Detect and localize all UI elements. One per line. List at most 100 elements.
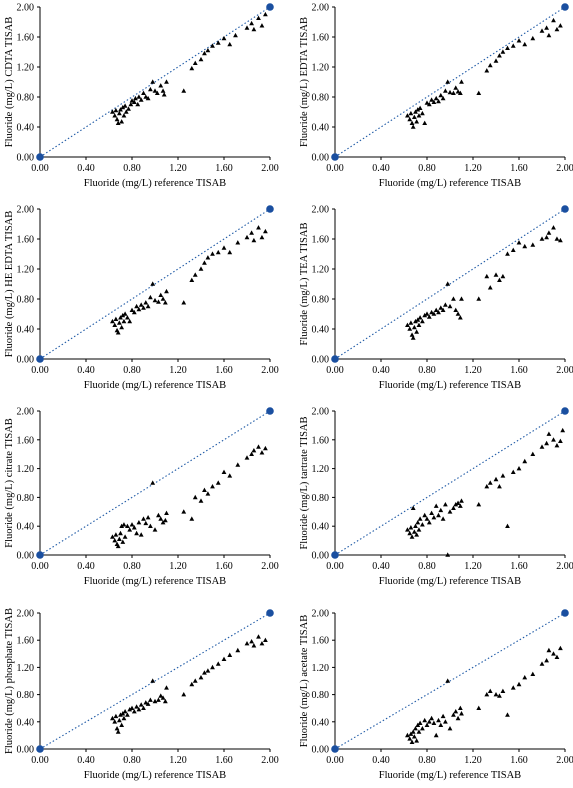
identity-line (39, 410, 271, 556)
y-tick-label: 0.00 (17, 745, 35, 756)
data-point (235, 462, 241, 467)
data-point (413, 726, 418, 731)
data-point (409, 332, 415, 337)
data-point (244, 641, 250, 646)
data-point (510, 43, 516, 48)
data-point (554, 26, 560, 32)
data-point (422, 512, 428, 518)
data-point (119, 722, 125, 727)
data-point (141, 705, 146, 710)
y-tick-label: 0.40 (312, 325, 330, 336)
data-point (119, 523, 125, 528)
x-tick-label: 0.00 (31, 755, 49, 766)
x-tick-label: 1.60 (510, 163, 528, 174)
data-point (426, 520, 432, 525)
data-point (551, 651, 556, 656)
data-point (128, 101, 134, 107)
data-point (249, 451, 254, 456)
x-tick-label: 1.20 (169, 755, 187, 766)
data-point (192, 494, 198, 500)
data-point (459, 296, 464, 301)
data-point (476, 90, 482, 96)
data-point (436, 512, 441, 518)
endpoint-marker (266, 205, 274, 213)
data-point (136, 706, 142, 712)
data-point (156, 697, 161, 702)
data-point (407, 116, 413, 122)
data-point (119, 324, 125, 330)
data-point (408, 320, 414, 325)
y-tick-label: 2.00 (17, 3, 35, 14)
data-point (256, 15, 261, 21)
data-point (215, 480, 221, 485)
y-tick-label: 0.00 (17, 551, 35, 562)
endpoint-marker (561, 205, 569, 213)
data-point (516, 681, 522, 687)
x-axis-label: Fluoride (mg/L) reference TISAB (379, 576, 521, 587)
x-tick-label: 0.40 (372, 755, 390, 766)
data-point (476, 296, 482, 301)
x-axis-label: Fluoride (mg/L) reference TISAB (379, 380, 521, 391)
x-tick-label: 2.00 (556, 755, 573, 766)
x-tick-label: 0.00 (31, 163, 49, 174)
data-point (112, 719, 118, 724)
data-point (453, 307, 459, 313)
data-point (455, 89, 461, 94)
data-point (263, 637, 268, 642)
endpoint-marker (331, 153, 339, 161)
data-point (189, 516, 195, 521)
data-point (141, 516, 146, 521)
data-point (164, 510, 169, 516)
data-point (134, 303, 139, 309)
identity-line (39, 6, 271, 158)
data-point (539, 236, 545, 241)
data-point (516, 466, 522, 471)
data-point (116, 536, 122, 541)
data-point (484, 273, 490, 279)
y-tick-label: 0.40 (17, 522, 35, 533)
data-point (192, 678, 198, 683)
data-point (244, 234, 250, 240)
data-point (115, 120, 121, 126)
y-tick-label: 0.80 (312, 295, 330, 306)
data-point (438, 722, 444, 727)
data-point (251, 448, 257, 453)
data-point (416, 113, 422, 118)
data-point (113, 107, 119, 113)
y-tick-label: 0.40 (312, 717, 330, 728)
endpoint-marker (36, 153, 44, 161)
data-point (215, 661, 221, 666)
data-point (121, 522, 127, 527)
data-point (544, 234, 549, 240)
data-point (244, 25, 250, 30)
data-point (221, 469, 227, 474)
data-point (411, 114, 417, 120)
y-axis-label: Fluoride (mg/L) phosphate TISAB (4, 608, 15, 754)
x-axis-label: Fluoride (mg/L) reference TISAB (84, 576, 226, 587)
data-point (484, 68, 490, 73)
y-tick-label: 0.80 (312, 690, 330, 701)
chart-panel-8: 0.00 0.40 0.80 1.20 1.60 2.00 0.00 0.40 0.80 1.20… (299, 609, 573, 782)
endpoint-marker (561, 3, 569, 11)
y-tick-label: 0.00 (17, 153, 35, 164)
data-point (431, 720, 437, 725)
data-point (459, 711, 464, 716)
data-point (522, 675, 528, 680)
y-tick-label: 1.20 (17, 63, 35, 74)
y-tick-label: 0.00 (312, 551, 330, 562)
data-point (405, 527, 410, 532)
y-tick-label: 1.60 (312, 636, 330, 647)
data-point (160, 695, 166, 700)
data-point (227, 249, 233, 255)
y-tick-label: 1.20 (312, 265, 330, 276)
data-point (133, 95, 138, 101)
data-point (455, 500, 461, 505)
data-point (131, 309, 137, 315)
data-point (205, 47, 211, 53)
data-point (445, 79, 451, 84)
data-point (457, 90, 463, 96)
data-point (546, 431, 552, 436)
data-point (544, 658, 549, 663)
data-point (443, 502, 448, 507)
